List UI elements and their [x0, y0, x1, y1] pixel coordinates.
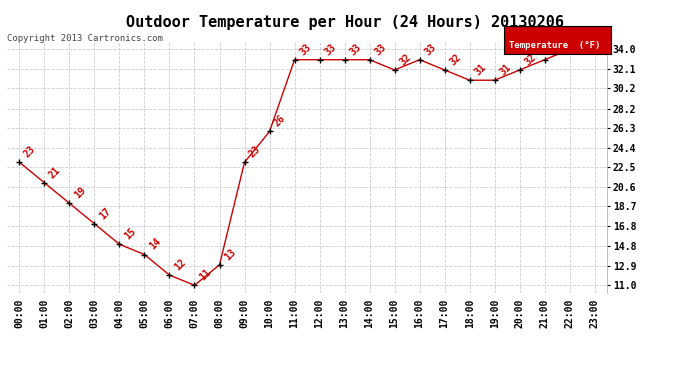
Text: 17: 17 — [97, 206, 112, 221]
Text: Copyright 2013 Cartronics.com: Copyright 2013 Cartronics.com — [7, 34, 163, 43]
Text: 33: 33 — [297, 42, 313, 57]
Text: 32: 32 — [447, 52, 463, 67]
Text: 32: 32 — [522, 52, 538, 67]
Text: 34: 34 — [598, 31, 613, 46]
Text: 12: 12 — [172, 257, 188, 272]
Text: 23: 23 — [22, 144, 37, 159]
Text: 33: 33 — [547, 42, 563, 57]
Text: 21: 21 — [47, 165, 63, 180]
Text: 26: 26 — [273, 113, 288, 129]
Text: 33: 33 — [373, 42, 388, 57]
Text: Outdoor Temperature per Hour (24 Hours) 20130206: Outdoor Temperature per Hour (24 Hours) … — [126, 15, 564, 30]
Text: Temperature  (°F): Temperature (°F) — [509, 42, 600, 51]
Text: 33: 33 — [347, 42, 363, 57]
Text: 33: 33 — [322, 42, 337, 57]
Text: 13: 13 — [222, 247, 237, 262]
Text: 31: 31 — [473, 62, 488, 78]
Text: 34: 34 — [573, 31, 588, 46]
Text: 15: 15 — [122, 226, 137, 242]
Text: 33: 33 — [422, 42, 437, 57]
Text: 31: 31 — [497, 62, 513, 78]
Text: 23: 23 — [247, 144, 263, 159]
Text: 32: 32 — [397, 52, 413, 67]
Text: 19: 19 — [72, 185, 88, 201]
Text: 14: 14 — [147, 236, 163, 252]
Text: 11: 11 — [197, 267, 213, 282]
